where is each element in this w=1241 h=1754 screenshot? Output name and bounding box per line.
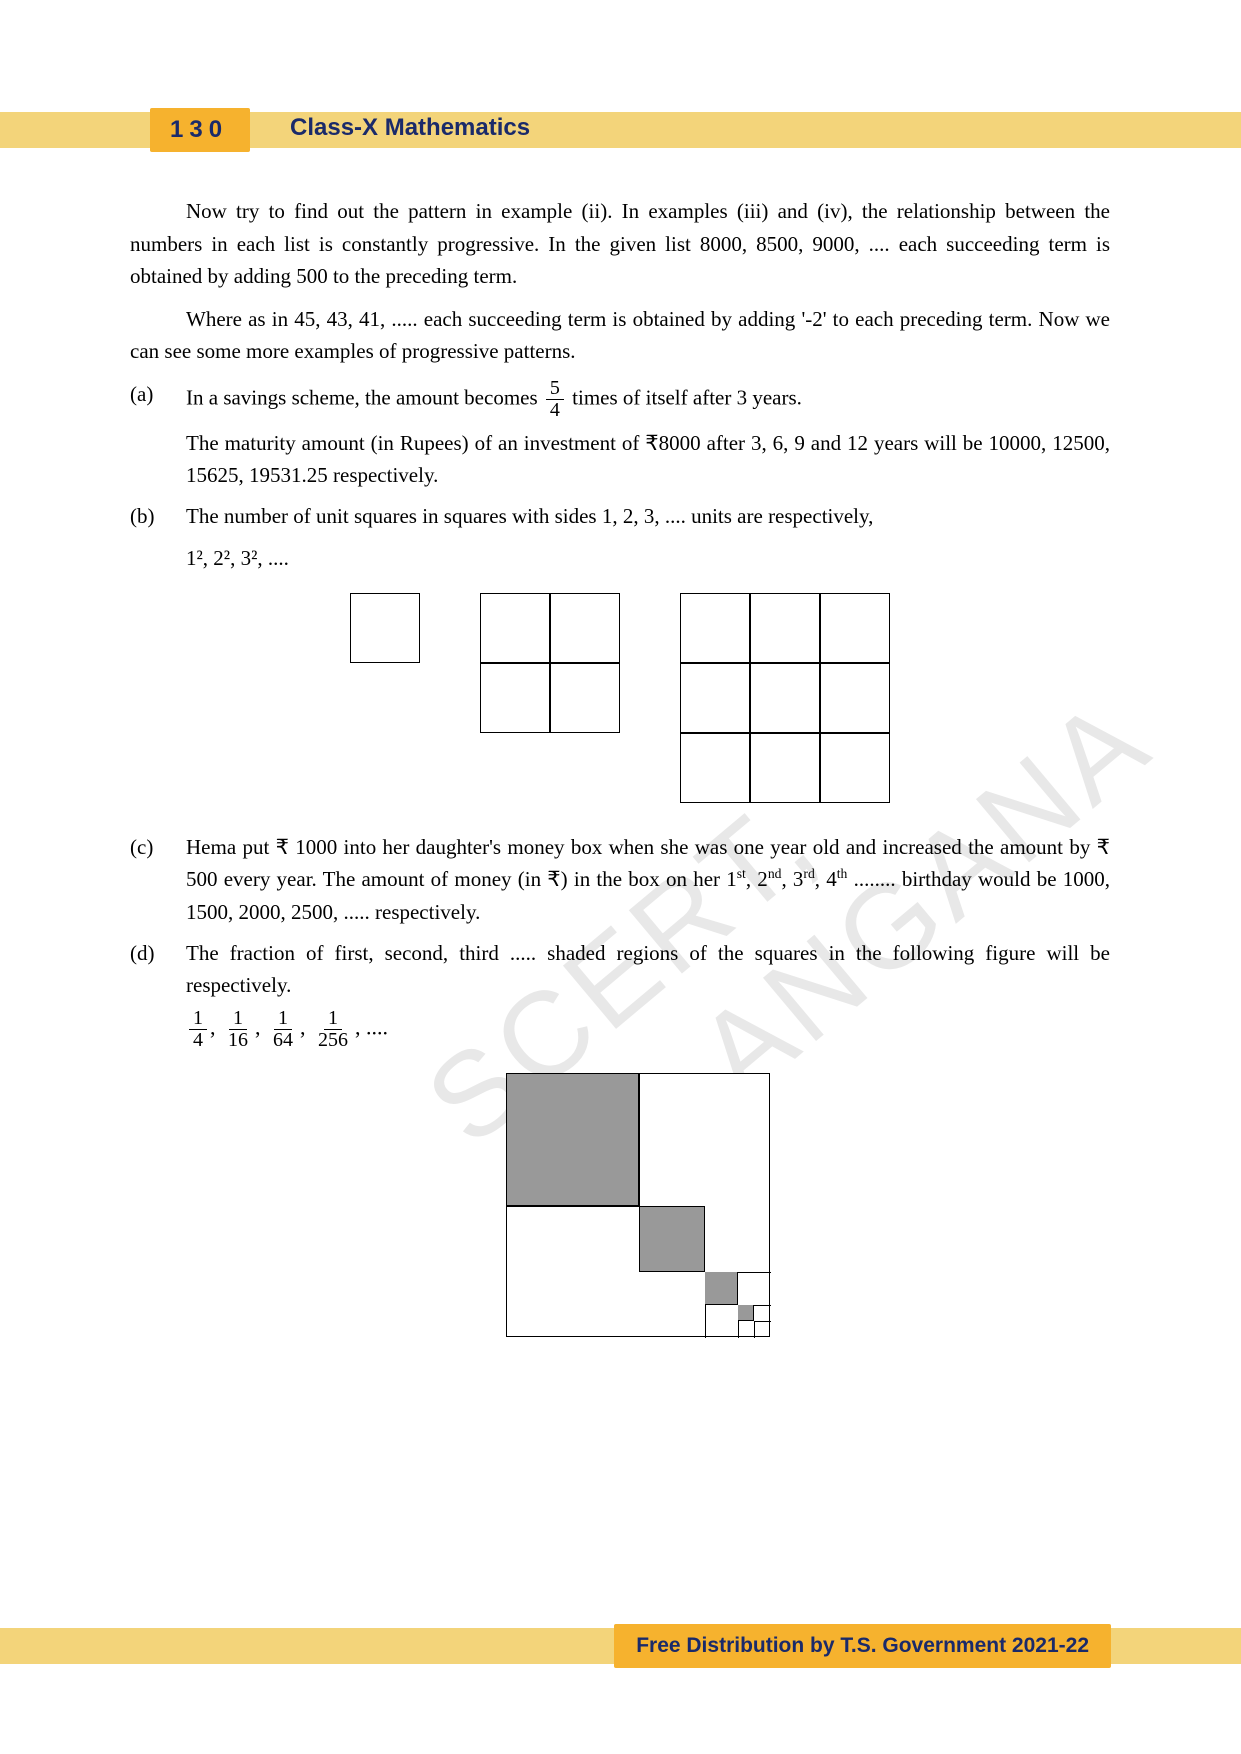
item-a-line2: The maturity amount (in Rupees) of an in… [186, 431, 1110, 488]
item-a-body: In a savings scheme, the amount becomes … [186, 378, 1110, 492]
c-mid2: , 3 [781, 867, 803, 891]
item-d-body: The fraction of first, second, third ...… [186, 937, 1110, 1337]
page-number: 130 [170, 116, 228, 144]
page-number-box: 130 [150, 108, 250, 152]
item-a-line1-post: times of itself after 3 years. [567, 385, 802, 409]
nested-squares-diagram [506, 1073, 770, 1337]
square-3 [680, 593, 890, 803]
sup-nd: nd [768, 866, 782, 881]
item-a: (a) In a savings scheme, the amount beco… [130, 378, 1110, 492]
square-2 [480, 593, 620, 733]
c-mid3: , 4 [815, 867, 837, 891]
frac-den: 4 [546, 400, 564, 421]
f3d: 64 [269, 1030, 297, 1051]
item-b-label: (b) [130, 500, 186, 575]
frac-1-16: 116 [224, 1008, 252, 1051]
item-a-label: (a) [130, 378, 186, 492]
item-c: (c) Hema put ₹ 1000 into her daughter's … [130, 831, 1110, 929]
sup-rd: rd [803, 866, 814, 881]
item-d-label: (d) [130, 937, 186, 1337]
sup-st: st [737, 866, 746, 881]
frac-1-4: 14 [189, 1008, 207, 1051]
f1d: 4 [189, 1030, 207, 1051]
frac-1-64: 164 [269, 1008, 297, 1051]
frame-5 [754, 1321, 771, 1338]
item-c-body: Hema put ₹ 1000 into her daughter's mone… [186, 831, 1110, 929]
frac-tail: , .... [355, 1014, 388, 1039]
square-1 [350, 593, 420, 663]
page-content: Now try to find out the pattern in examp… [130, 195, 1110, 1345]
item-d-text: The fraction of first, second, third ...… [186, 941, 1110, 998]
frac-1-256: 1256 [314, 1008, 352, 1051]
shaded-3 [705, 1272, 738, 1305]
frac-num: 5 [546, 378, 564, 400]
footer-box: Free Distribution by T.S. Government 202… [614, 1624, 1111, 1668]
shaded-4 [738, 1305, 754, 1321]
f3n: 1 [274, 1008, 292, 1030]
shaded-1 [507, 1074, 639, 1206]
paragraph-1: Now try to find out the pattern in examp… [130, 195, 1110, 293]
c-mid1: , 2 [746, 867, 768, 891]
divider-v [639, 1074, 640, 1206]
header-title: Class-X Mathematics [290, 114, 530, 142]
item-c-label: (c) [130, 831, 186, 929]
item-d: (d) The fraction of first, second, third… [130, 937, 1110, 1337]
item-b-text: The number of unit squares in squares wi… [186, 504, 873, 528]
fraction-list: 14, 116, 164, 1256, .... [186, 1008, 1110, 1051]
footer-text: Free Distribution by T.S. Government 202… [636, 1634, 1089, 1658]
paragraph-2: Where as in 45, 43, 41, ..... each succe… [130, 303, 1110, 368]
f4d: 256 [314, 1030, 352, 1051]
f2n: 1 [229, 1008, 247, 1030]
sup-th: th [837, 866, 848, 881]
divider-h [507, 1206, 639, 1207]
shaded-2 [639, 1206, 705, 1272]
fraction-5-4: 54 [546, 378, 564, 421]
unit-squares-diagram [130, 593, 1110, 803]
item-b-body: The number of unit squares in squares wi… [186, 500, 1110, 575]
f1n: 1 [189, 1008, 207, 1030]
f2d: 16 [224, 1030, 252, 1051]
f4n: 1 [324, 1008, 342, 1030]
item-b-seq: 1², 2², 3², .... [186, 546, 289, 570]
item-a-line1-pre: In a savings scheme, the amount becomes [186, 385, 543, 409]
item-b: (b) The number of unit squares in square… [130, 500, 1110, 575]
